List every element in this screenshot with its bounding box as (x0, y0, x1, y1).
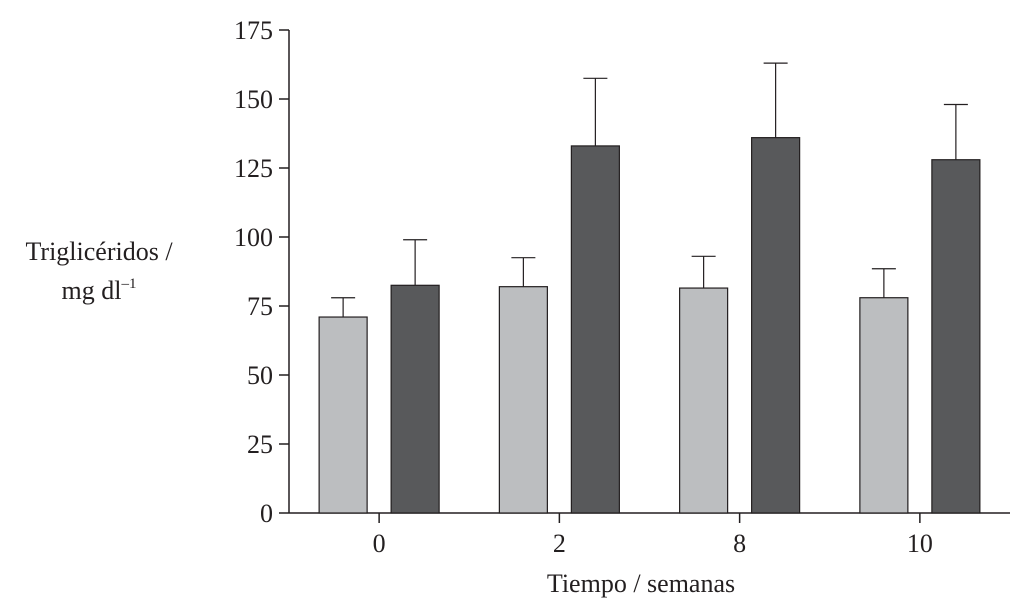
y-axis-label-unit: mg dl (61, 276, 122, 305)
y-tick-label: 0 (260, 499, 273, 528)
y-axis-label: Triglicéridos / mg dl–1 (0, 236, 198, 307)
y-tick-label: 175 (234, 16, 273, 45)
x-axis-label: Tiempo / semanas (547, 569, 735, 598)
y-tick-label: 75 (247, 292, 273, 321)
y-tick-label: 125 (234, 154, 273, 183)
bar (498, 286, 548, 514)
y-tick-label: 25 (247, 430, 273, 459)
x-tick-label: 2 (553, 529, 566, 558)
x-tick-label: 8 (733, 529, 746, 558)
y-tick-label: 50 (247, 361, 273, 390)
bar (390, 284, 440, 514)
y-axis-label-line2: mg dl–1 (0, 268, 198, 307)
x-tick-label: 10 (907, 529, 933, 558)
x-tick-label: 0 (373, 529, 386, 558)
bar (570, 145, 620, 514)
y-tick-label: 150 (234, 85, 273, 114)
bar (859, 297, 909, 514)
bar (679, 287, 729, 514)
y-axis-label-exponent: –1 (121, 276, 137, 292)
y-axis-label-line1: Triglicéridos / (25, 237, 173, 266)
bar (751, 137, 801, 514)
bar (931, 159, 981, 514)
bar (318, 316, 368, 514)
y-tick-label: 100 (234, 223, 273, 252)
